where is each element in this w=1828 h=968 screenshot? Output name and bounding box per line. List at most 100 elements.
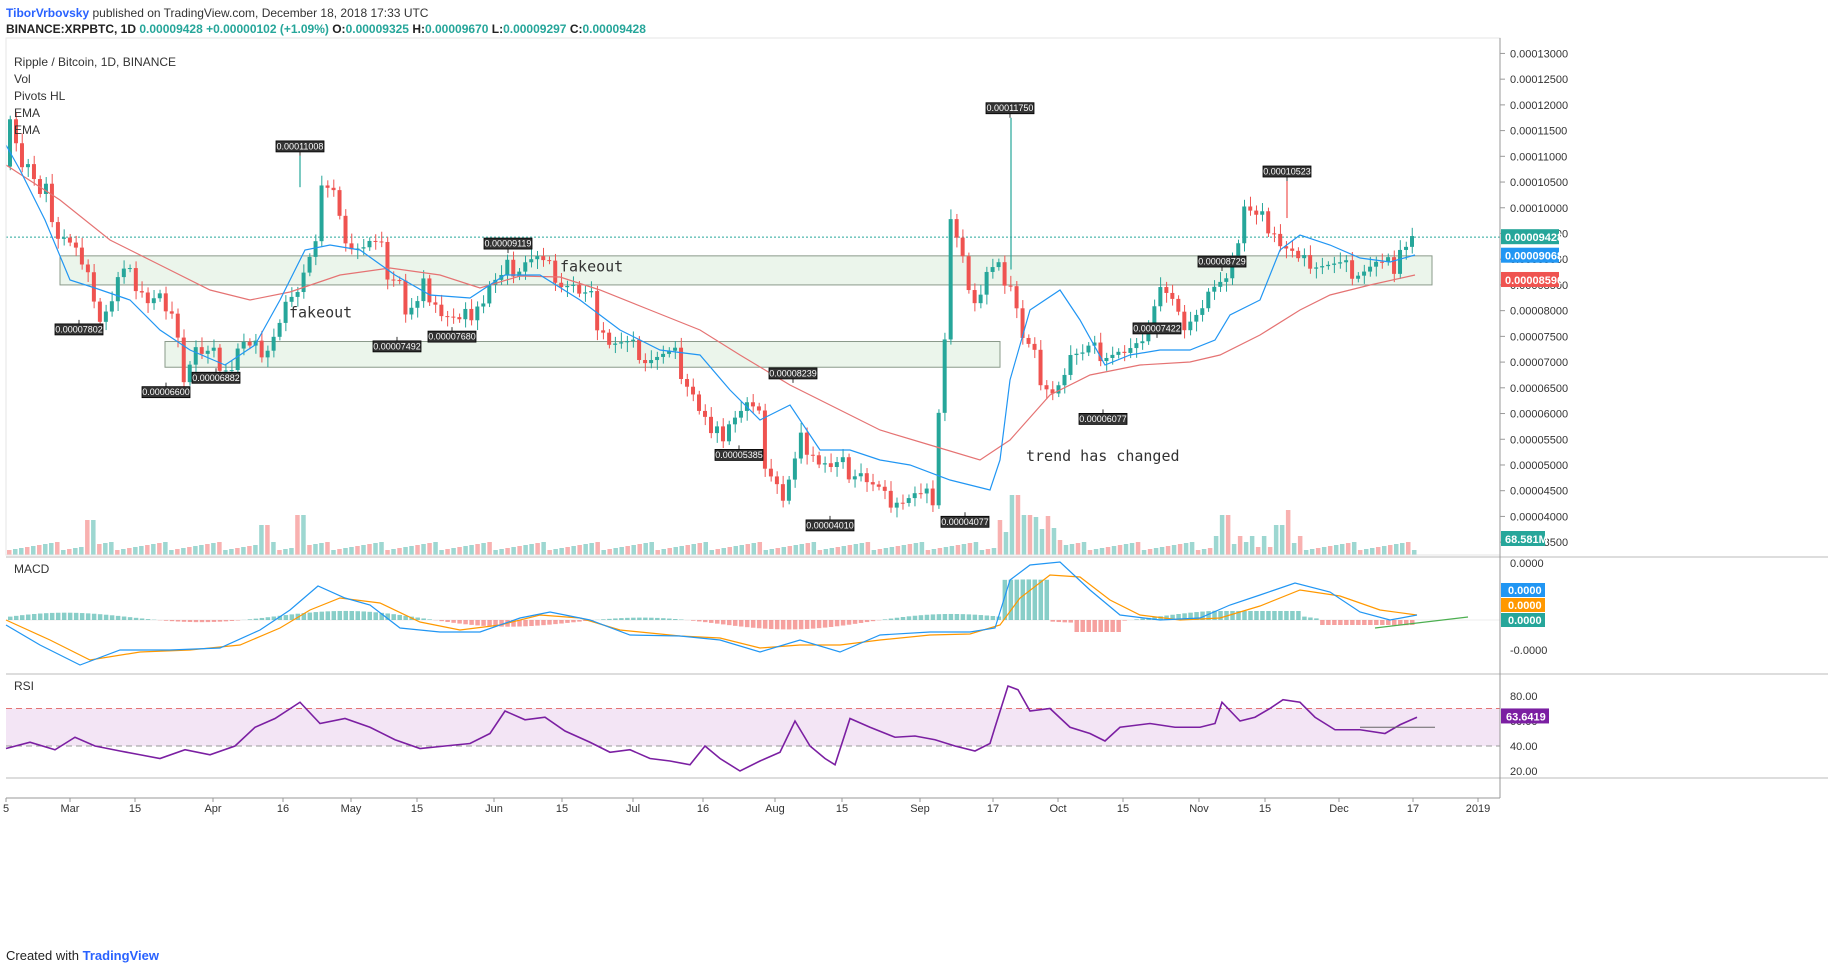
candle-body[interactable] — [822, 463, 827, 465]
candle-body[interactable] — [493, 279, 498, 285]
candle-body[interactable] — [1362, 271, 1367, 276]
candle-body[interactable] — [846, 457, 851, 480]
candle-body[interactable] — [43, 183, 48, 194]
candle-body[interactable] — [487, 284, 492, 304]
candle-body[interactable] — [247, 341, 252, 346]
candle-body[interactable] — [714, 426, 719, 434]
candle-body[interactable] — [1158, 287, 1163, 307]
candle-body[interactable] — [1374, 261, 1379, 267]
candle-body[interactable] — [1314, 267, 1319, 269]
candle-body[interactable] — [1230, 260, 1235, 279]
candle-body[interactable] — [619, 342, 624, 344]
candle-body[interactable] — [1266, 211, 1271, 234]
candle-body[interactable] — [517, 271, 522, 277]
candle-body[interactable] — [457, 317, 462, 320]
candle-body[interactable] — [223, 370, 228, 372]
candle-body[interactable] — [996, 262, 1001, 268]
candle-body[interactable] — [1236, 243, 1241, 261]
candle-body[interactable] — [577, 284, 582, 294]
ema-slow-line[interactable] — [5, 164, 1416, 461]
candle-body[interactable] — [930, 488, 935, 506]
candle-body[interactable] — [631, 339, 636, 341]
candle-body[interactable] — [643, 360, 648, 364]
candle-body[interactable] — [349, 243, 354, 250]
candle-body[interactable] — [685, 378, 690, 387]
candle-body[interactable] — [673, 347, 678, 351]
candle-body[interactable] — [1410, 236, 1414, 247]
candle-body[interactable] — [966, 256, 971, 291]
candle-body[interactable] — [235, 348, 240, 371]
candle-body[interactable] — [421, 278, 426, 302]
candle-body[interactable] — [691, 386, 696, 395]
candle-body[interactable] — [61, 237, 66, 239]
candle-body[interactable] — [1278, 233, 1283, 247]
candle-body[interactable] — [607, 332, 612, 345]
pivot-label-box[interactable] — [141, 386, 191, 399]
rsi-pane[interactable]: RSI — [5, 679, 1500, 772]
candle-body[interactable] — [445, 316, 450, 318]
candle-body[interactable] — [1344, 260, 1349, 263]
candle-body[interactable] — [277, 322, 282, 337]
candle-body[interactable] — [547, 260, 552, 262]
pivot-label-box[interactable] — [483, 237, 533, 250]
candle-body[interactable] — [1296, 250, 1301, 259]
candle-body[interactable] — [463, 308, 468, 320]
candle-body[interactable] — [295, 292, 300, 297]
candle-body[interactable] — [1116, 351, 1121, 355]
candle-body[interactable] — [768, 468, 773, 477]
candle-body[interactable] — [535, 256, 540, 260]
candle-body[interactable] — [133, 268, 138, 292]
candle-body[interactable] — [595, 291, 600, 331]
candle-body[interactable] — [379, 241, 384, 243]
candle-body[interactable] — [762, 410, 767, 469]
legend-pivots[interactable]: Pivots HL — [14, 89, 66, 103]
candle-body[interactable] — [1290, 248, 1295, 251]
candle-body[interactable] — [894, 502, 899, 508]
candle-body[interactable] — [13, 119, 18, 144]
candle-body[interactable] — [709, 416, 713, 434]
candle-body[interactable] — [313, 241, 318, 257]
candle-body[interactable] — [1098, 342, 1103, 362]
candle-body[interactable] — [661, 353, 666, 357]
candle-body[interactable] — [1254, 210, 1259, 215]
candle-body[interactable] — [1338, 262, 1343, 264]
candle-body[interactable] — [157, 293, 162, 299]
candle-body[interactable] — [954, 219, 959, 238]
candle-body[interactable] — [1032, 343, 1037, 350]
candle-body[interactable] — [67, 237, 72, 243]
candle-body[interactable] — [175, 313, 180, 338]
candle-body[interactable] — [972, 290, 977, 304]
candle-body[interactable] — [211, 347, 216, 351]
candle-body[interactable] — [1062, 374, 1067, 386]
candle-body[interactable] — [541, 256, 546, 261]
candle-body[interactable] — [1182, 311, 1187, 331]
macd-line[interactable] — [5, 561, 1418, 666]
candle-body[interactable] — [1080, 352, 1085, 354]
candle-body[interactable] — [1326, 264, 1331, 267]
candle-body[interactable] — [888, 490, 893, 508]
candle-body[interactable] — [49, 183, 54, 223]
candle-body[interactable] — [732, 417, 737, 425]
candle-body[interactable] — [91, 272, 96, 302]
pivot-label-box[interactable] — [1078, 413, 1128, 425]
candle-body[interactable] — [565, 285, 570, 288]
candle-body[interactable] — [181, 337, 186, 383]
candle-body[interactable] — [241, 341, 246, 349]
candle-body[interactable] — [343, 215, 348, 244]
candle-body[interactable] — [613, 343, 618, 345]
pivot-label-box[interactable] — [985, 102, 1035, 115]
candle-body[interactable] — [217, 347, 222, 371]
candle-body[interactable] — [792, 458, 797, 480]
candle-body[interactable] — [1200, 308, 1205, 315]
macd-trendline[interactable] — [1374, 616, 1469, 629]
candle-body[interactable] — [1194, 314, 1199, 322]
candle-body[interactable] — [55, 222, 60, 239]
candle-body[interactable] — [109, 301, 114, 312]
candle-body[interactable] — [720, 426, 725, 442]
candle-body[interactable] — [726, 424, 731, 442]
candle-body[interactable] — [649, 360, 654, 364]
candle-body[interactable] — [834, 462, 839, 467]
candle-body[interactable] — [553, 260, 558, 283]
candle-body[interactable] — [139, 291, 144, 293]
candle-body[interactable] — [415, 301, 420, 308]
